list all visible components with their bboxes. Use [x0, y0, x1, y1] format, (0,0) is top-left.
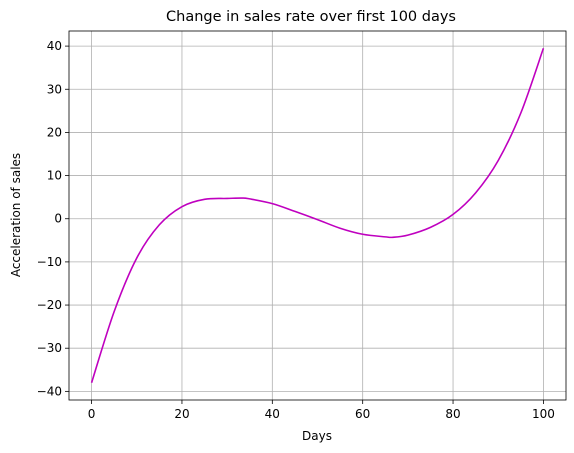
y-tick-label: 40 — [47, 39, 62, 53]
y-tick-label: 0 — [54, 212, 62, 226]
x-tick-label: 100 — [532, 407, 555, 421]
y-tick-label: −40 — [37, 384, 62, 398]
y-tick-label: 20 — [47, 125, 62, 139]
series-line — [90, 47, 545, 383]
x-tick-label: 0 — [88, 407, 96, 421]
x-tick-label: 80 — [445, 407, 460, 421]
x-tick-label: 60 — [355, 407, 370, 421]
x-axis: 0 20 40 60 80 100 — [88, 400, 555, 421]
y-axis-label: Acceleration of sales — [9, 153, 23, 277]
y-axis: −40 −30 −20 −10 0 10 20 30 40 — [37, 39, 69, 398]
x-axis-label: Days — [302, 429, 332, 443]
grid — [69, 31, 566, 400]
chart-title: Change in sales rate over first 100 days — [166, 9, 456, 25]
y-tick-label: −20 — [37, 298, 62, 312]
y-tick-label: −10 — [37, 255, 62, 269]
y-tick-label: 10 — [47, 169, 62, 183]
x-tick-label: 20 — [174, 407, 189, 421]
y-tick-label: −30 — [37, 341, 62, 355]
plot-area — [90, 47, 545, 383]
y-tick-label: 30 — [47, 82, 62, 96]
x-tick-label: 40 — [265, 407, 280, 421]
plot-frame — [68, 30, 567, 401]
